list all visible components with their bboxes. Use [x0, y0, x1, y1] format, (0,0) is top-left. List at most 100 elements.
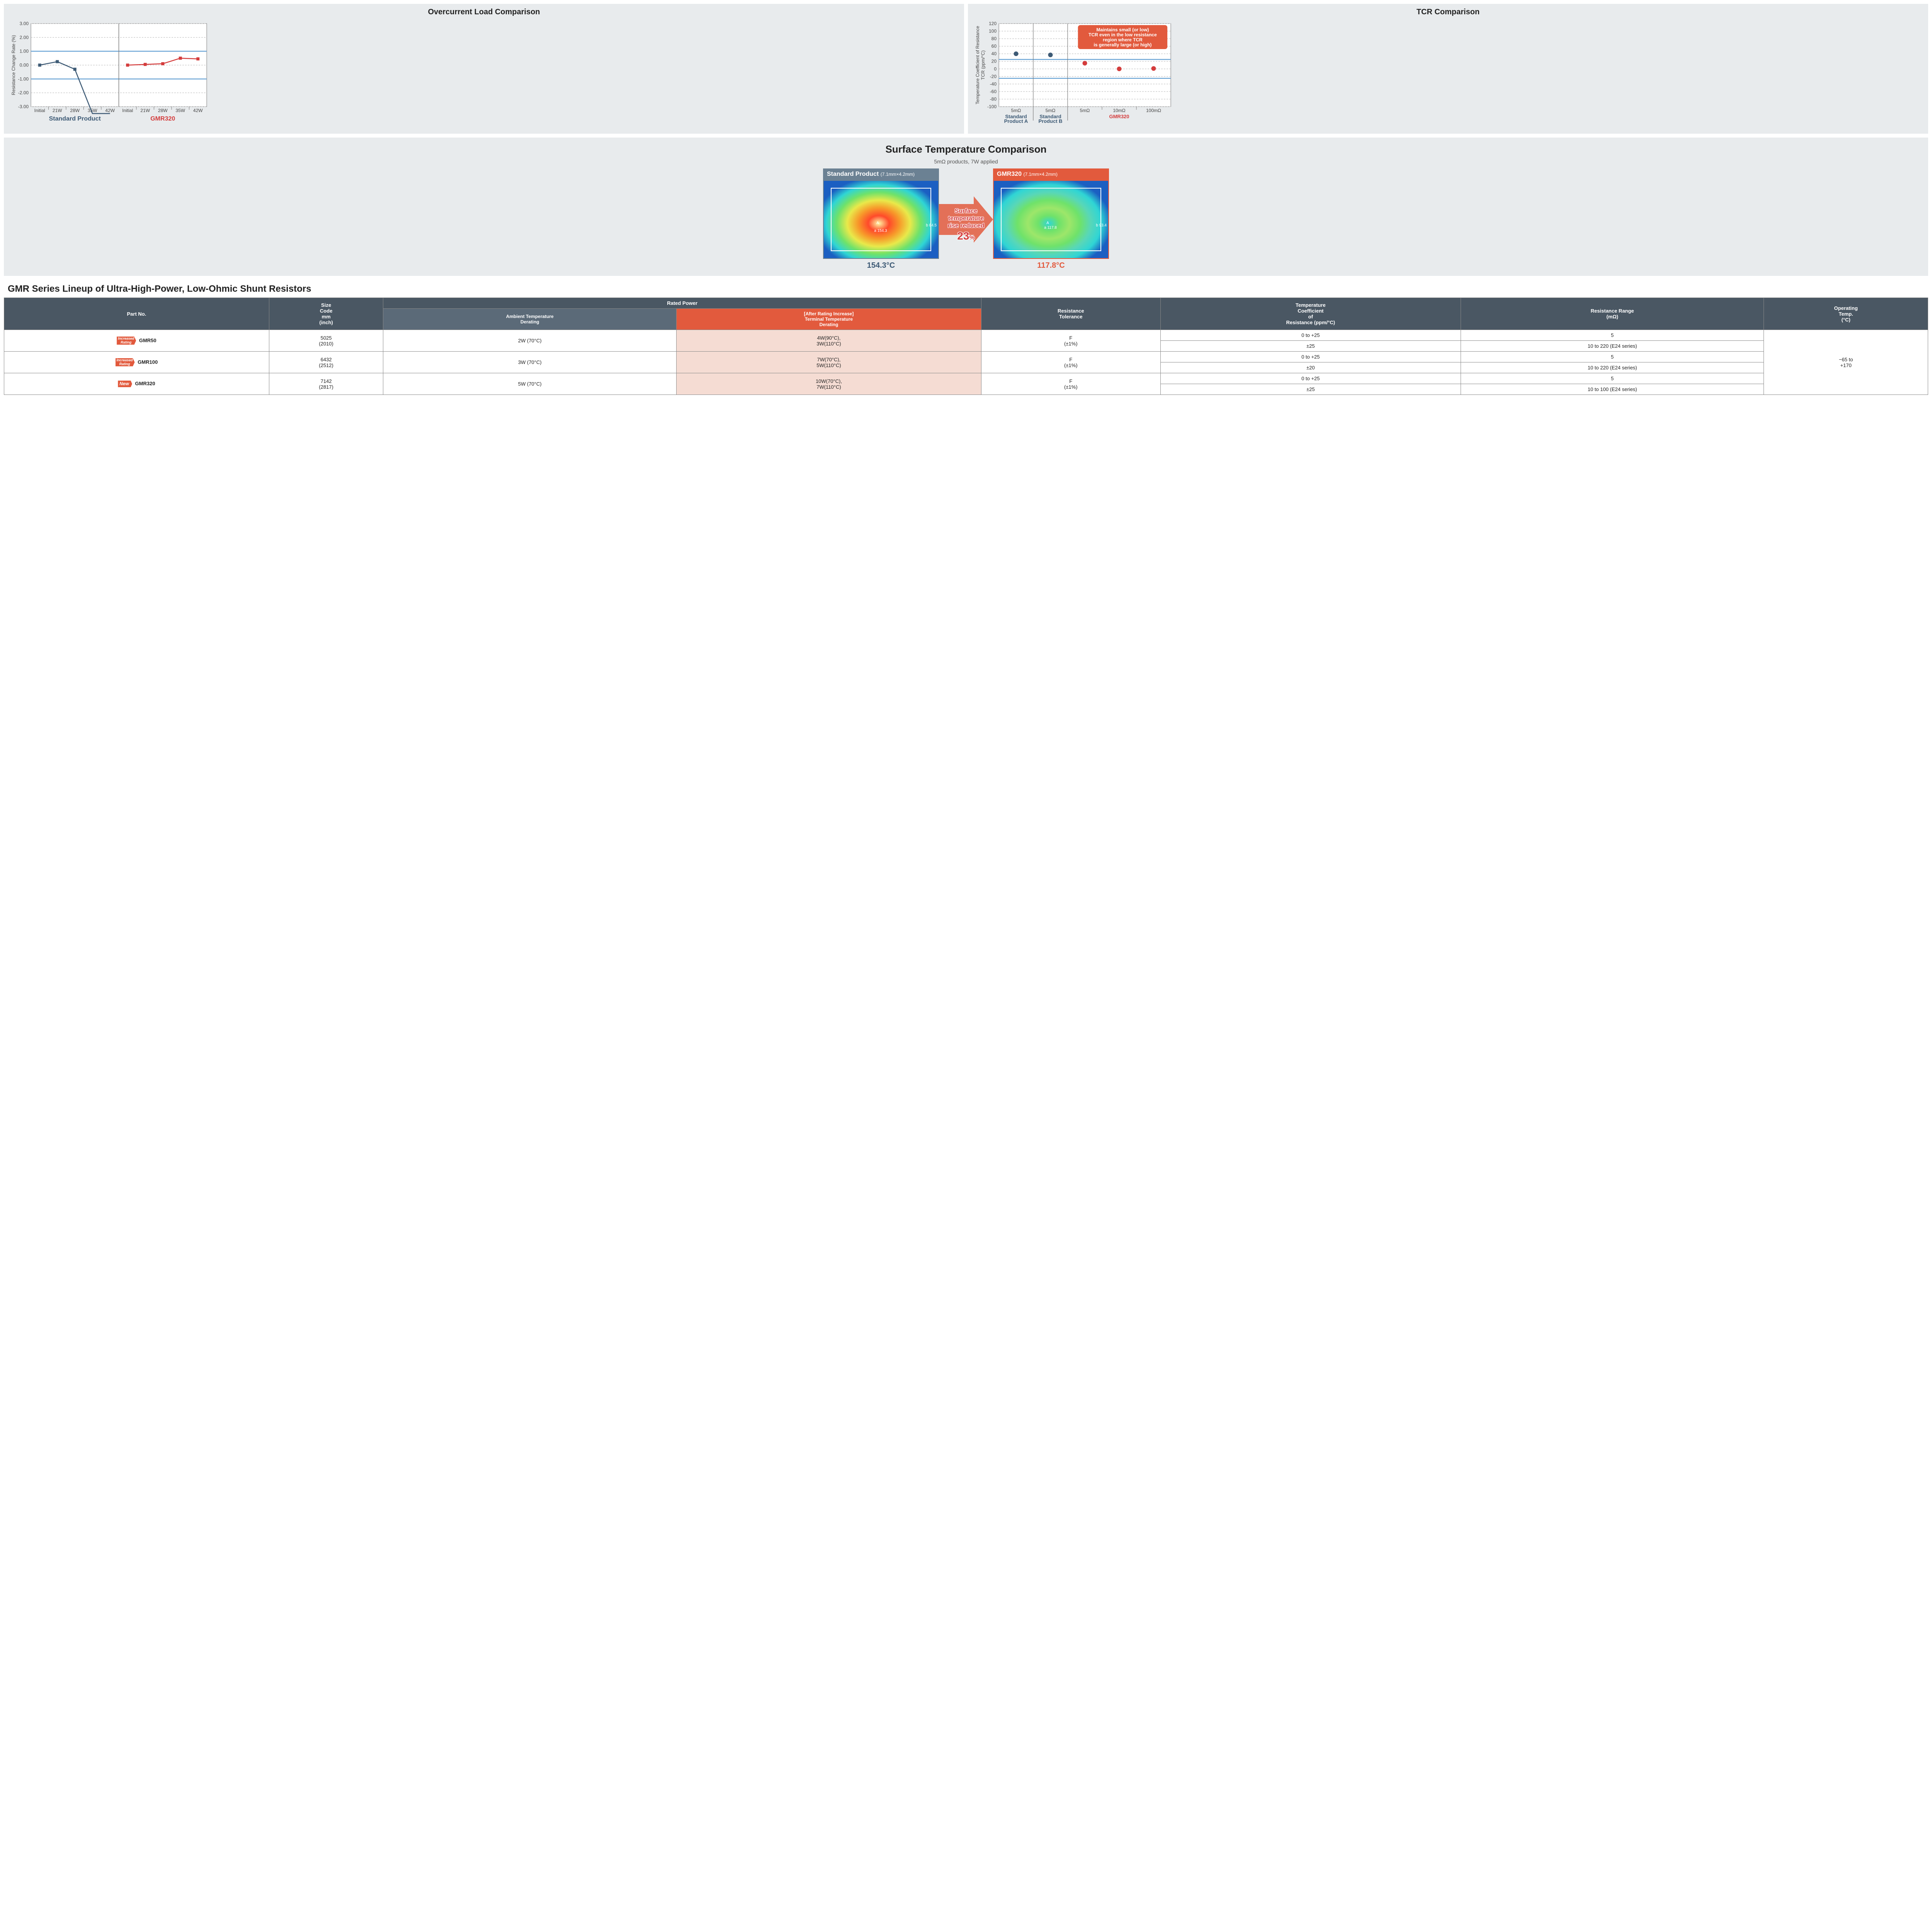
- tcr-chart: -100-80-60-40-200204060801001205mΩStanda…: [974, 20, 1175, 128]
- lineup-table: Part No. SizeCodemm(inch) Rated Power Re…: [4, 298, 1928, 395]
- cell-range: 10 to 220 (E24 series): [1461, 341, 1764, 352]
- cell-term: 7W(70°C),5W(110°C): [677, 352, 981, 373]
- cell-term: 4W(90°C),3W(110°C): [677, 330, 981, 352]
- svg-text:-20: -20: [990, 74, 997, 79]
- th-size: SizeCodemm(inch): [269, 298, 383, 330]
- svg-text:120: 120: [989, 21, 997, 26]
- svg-text:Product B: Product B: [1038, 118, 1062, 124]
- overcurrent-chart: -3.00-2.00-1.000.001.002.003.00Initial21…: [10, 20, 211, 128]
- cell-restol: F(±1%): [981, 330, 1160, 352]
- th-part: Part No.: [4, 298, 269, 330]
- cell-range: 5: [1461, 330, 1764, 341]
- cell-restol: F(±1%): [981, 352, 1160, 373]
- svg-text:0.00: 0.00: [20, 63, 29, 68]
- cell-partno: IncreasedRating GMR50: [4, 330, 269, 352]
- thermal-right-point-b: b 93.4: [1096, 223, 1107, 228]
- thermal-right-header: GMR320 (7.1mm×4.2mm): [993, 168, 1109, 180]
- thermal-left-header-sub: (7.1mm×4.2mm): [881, 172, 915, 177]
- thermal-left: Standard Product (7.1mm×4.2mm) A a 154.3…: [823, 168, 939, 270]
- svg-text:80: 80: [992, 36, 997, 41]
- svg-text:Initial: Initial: [34, 108, 45, 113]
- thermal-right-temp: 117.8°C: [993, 261, 1109, 270]
- svg-text:21W: 21W: [140, 108, 150, 113]
- svg-text:TCR (ppm/°C): TCR (ppm/°C): [980, 50, 986, 80]
- table-row: IncreasedRating GMR1006432(2512)3W (70°C…: [4, 352, 1928, 362]
- thermal-left-header-text: Standard Product: [827, 171, 879, 177]
- svg-text:Standard Product: Standard Product: [49, 116, 101, 122]
- th-term: [After Rating Increase]Terminal Temperat…: [677, 309, 981, 330]
- svg-text:Initial: Initial: [122, 108, 133, 113]
- thermal-left-image: A a 154.3 b 84.5: [823, 180, 939, 259]
- tcr-chart-card: TCR Comparison -100-80-60-40-20020406080…: [968, 4, 1928, 134]
- th-tcr: TemperatureCoefficientofResistance (ppm/…: [1160, 298, 1461, 330]
- svg-text:5mΩ: 5mΩ: [1011, 108, 1021, 113]
- svg-text:5mΩ: 5mΩ: [1080, 108, 1090, 113]
- thermal-right-header-sub: (7.1mm×4.2mm): [1023, 172, 1057, 177]
- cell-range: 10 to 220 (E24 series): [1461, 362, 1764, 373]
- svg-text:0: 0: [994, 66, 997, 71]
- svg-text:GMR320: GMR320: [1109, 114, 1129, 119]
- thermal-card: Surface Temperature Comparison 5mΩ produ…: [4, 138, 1928, 276]
- cell-optemp: −65 to+170: [1764, 330, 1928, 395]
- cell-tcr: ±25: [1160, 341, 1461, 352]
- cell-tcr: 0 to +25: [1160, 373, 1461, 384]
- svg-text:35W: 35W: [175, 108, 185, 113]
- svg-text:-80: -80: [990, 96, 997, 102]
- badge-inc: IncreasedRating: [116, 358, 135, 367]
- svg-text:-3.00: -3.00: [18, 104, 29, 109]
- svg-text:Maintains small (or low): Maintains small (or low): [1096, 27, 1149, 32]
- cell-amb: 2W (70°C): [383, 330, 677, 352]
- cell-tcr: 0 to +25: [1160, 352, 1461, 362]
- thermal-subtitle: 5mΩ products, 7W applied: [10, 158, 1922, 165]
- svg-text:35W: 35W: [88, 108, 97, 113]
- svg-text:is generally large (or high): is generally large (or high): [1094, 42, 1151, 48]
- th-amb: Ambient TemperatureDerating: [383, 309, 677, 330]
- thermal-right-frame: [1001, 188, 1101, 251]
- cell-tcr: 0 to +25: [1160, 330, 1461, 341]
- cell-size: 7142(2817): [269, 373, 383, 395]
- svg-text:10mΩ: 10mΩ: [1113, 108, 1125, 113]
- svg-text:region where TCR: region where TCR: [1103, 37, 1143, 43]
- thermal-left-point-b: b 84.5: [926, 223, 937, 228]
- svg-text:TCR even in the low resistance: TCR even in the low resistance: [1088, 32, 1157, 37]
- svg-text:-60: -60: [990, 89, 997, 94]
- svg-text:100: 100: [989, 29, 997, 34]
- thermal-left-marker-a-label: A: [876, 221, 879, 225]
- svg-text:2.00: 2.00: [20, 35, 29, 40]
- svg-text:-1.00: -1.00: [18, 76, 29, 82]
- cell-term: 10W(70°C),7W(110°C): [677, 373, 981, 395]
- svg-text:-100: -100: [987, 104, 997, 109]
- svg-text:42W: 42W: [193, 108, 203, 113]
- th-restol: ResistanceTolerance: [981, 298, 1160, 330]
- cell-tcr: ±20: [1160, 362, 1461, 373]
- th-rated: Rated Power: [383, 298, 981, 309]
- cell-range: 10 to 100 (E24 series): [1461, 384, 1764, 395]
- cell-size: 6432(2512): [269, 352, 383, 373]
- svg-text:-40: -40: [990, 81, 997, 87]
- th-optemp: OperatingTemp.(°C): [1764, 298, 1928, 330]
- thermal-left-frame: [831, 188, 931, 251]
- thermal-title: Surface Temperature Comparison: [10, 143, 1922, 155]
- svg-text:42W: 42W: [105, 108, 115, 113]
- svg-text:40: 40: [992, 51, 997, 56]
- svg-text:20: 20: [992, 59, 997, 64]
- svg-text:Temperature Coefficient of Res: Temperature Coefficient of Resistance: [975, 26, 980, 105]
- thermal-left-point-a: a 154.3: [874, 229, 887, 233]
- svg-text:-2.00: -2.00: [18, 90, 29, 95]
- overcurrent-chart-card: Overcurrent Load Comparison -3.00 -2.00 -1…: [4, 4, 964, 134]
- overcurrent-title: Overcurrent Load Comparison: [10, 8, 958, 17]
- thermal-left-temp: 154.3°C: [823, 261, 939, 270]
- cell-amb: 5W (70°C): [383, 373, 677, 395]
- svg-text:28W: 28W: [158, 108, 168, 113]
- thermal-arrow: Surface temperature rise reduced 23%: [939, 196, 993, 243]
- svg-text:21W: 21W: [53, 108, 62, 113]
- thermal-right-header-text: GMR320: [997, 171, 1022, 177]
- th-range: Resistance Range(mΩ): [1461, 298, 1764, 330]
- top-charts-row: Overcurrent Load Comparison -3.00 -2.00 -1…: [4, 4, 1928, 134]
- svg-text:Product A: Product A: [1004, 118, 1028, 124]
- svg-text:Resistance Change Rate (%): Resistance Change Rate (%): [11, 35, 16, 95]
- svg-text:60: 60: [992, 44, 997, 49]
- thermal-right-image: A a 117.8 b 93.4: [993, 180, 1109, 259]
- cell-amb: 3W (70°C): [383, 352, 677, 373]
- lineup-section: GMR Series Lineup of Ultra-High-Power, L…: [4, 284, 1928, 395]
